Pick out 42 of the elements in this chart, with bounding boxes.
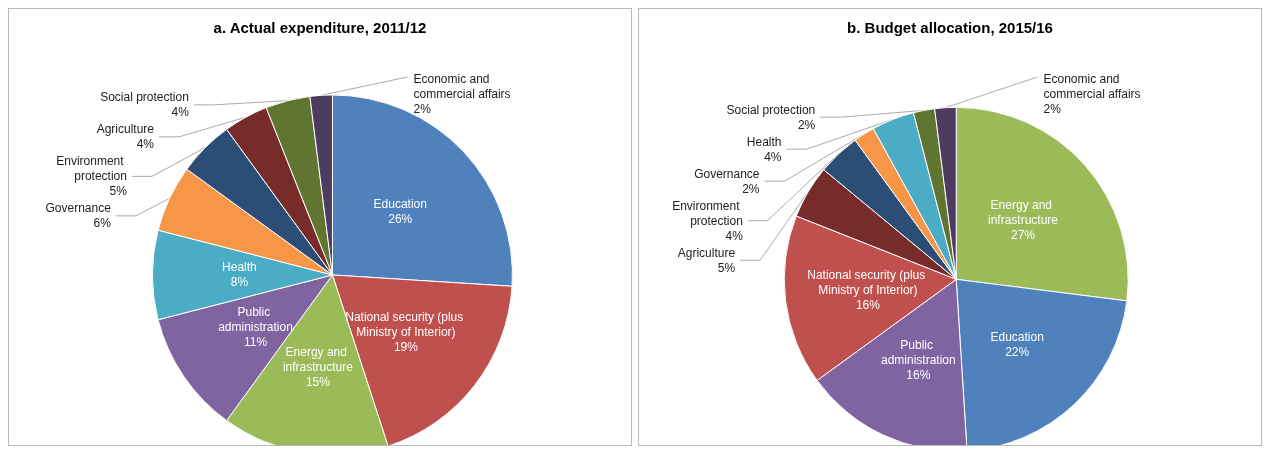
slice-label: Environment protection <box>56 154 127 184</box>
chart-title: b. Budget allocation, 2015/16 <box>847 19 1053 36</box>
data-label: 4% <box>725 228 744 243</box>
slice-label: Education <box>990 329 1044 344</box>
slice-label: Energy and infrastructure <box>987 198 1059 228</box>
data-label: 4% <box>136 137 155 152</box>
chart-title: a. Actual expenditure, 2011/12 <box>213 19 427 36</box>
data-label: 15% <box>305 374 331 389</box>
data-label: 16% <box>855 298 881 313</box>
data-label: 6% <box>93 216 112 231</box>
slice-label: Public administration <box>218 305 293 335</box>
data-label: 19% <box>393 339 419 354</box>
slice-label: Health <box>746 134 782 149</box>
data-label: 27% <box>1010 228 1036 243</box>
data-label: 5% <box>109 184 128 199</box>
data-label: 5% <box>717 260 736 275</box>
slice-label: Energy and infrastructure <box>282 344 354 374</box>
slice-label: Agriculture <box>96 122 155 137</box>
slice-label: Governance <box>45 201 112 216</box>
data-label: 2% <box>413 101 432 116</box>
slice-label: Education <box>373 196 427 211</box>
slice-label: Environment protection <box>672 198 743 228</box>
data-label: 22% <box>1005 344 1030 359</box>
slice-label: National security (plus Ministry of Interior) <box>807 268 929 298</box>
data-label: 11% <box>243 335 268 350</box>
slice-label: Public administration <box>880 337 956 367</box>
slice-label: Economic and commercial affairs <box>413 71 511 101</box>
slice-label: Social protection <box>726 102 816 117</box>
slice-label: National security (plus Ministry of Interior) <box>345 309 467 339</box>
data-label: 26% <box>388 211 413 226</box>
data-label: 2% <box>1043 101 1062 116</box>
slice-label: Economic and commercial affairs <box>1043 71 1141 101</box>
data-label: 2% <box>797 117 816 132</box>
data-label: 4% <box>171 105 190 120</box>
slice-label: Agriculture <box>677 245 736 260</box>
data-label: 8% <box>230 275 249 290</box>
data-label: 2% <box>742 181 760 196</box>
data-label: 16% <box>906 367 931 382</box>
slice-label: Health <box>222 260 257 275</box>
slice-label: Governance <box>694 166 760 181</box>
slice-label: Social protection <box>100 90 189 105</box>
data-label: 4% <box>764 149 782 164</box>
